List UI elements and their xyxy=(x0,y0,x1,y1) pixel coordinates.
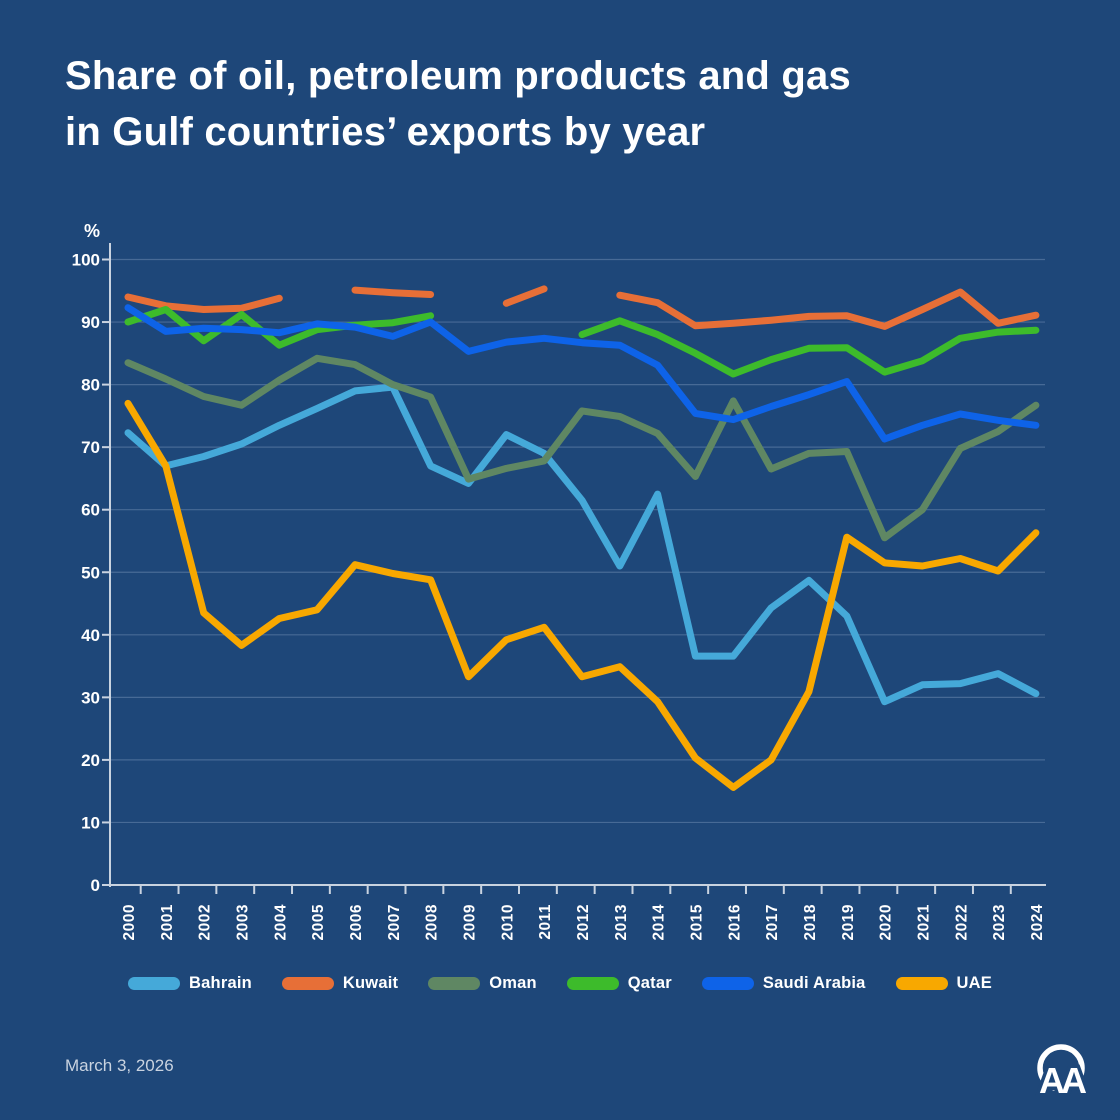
agency-logo: AA xyxy=(1036,1044,1093,1104)
x-axis-label: 2007 xyxy=(386,904,403,940)
legend-item-oman: Oman xyxy=(428,974,537,993)
x-axis-label: 2005 xyxy=(310,904,327,940)
axes xyxy=(102,243,1046,894)
legend-item-kuwait: Kuwait xyxy=(281,974,399,993)
x-axis-label: 2000 xyxy=(121,904,138,940)
legend-item-bahrain: Bahrain xyxy=(128,974,252,993)
x-axis-label: 2023 xyxy=(991,904,1008,940)
x-axis-label: 2008 xyxy=(424,904,441,940)
x-axis-label: 2019 xyxy=(840,904,857,940)
y-axis-labels: 0 10 20 30 40 50 60 70 80 90 100 xyxy=(72,251,100,896)
y-axis-label: 100 xyxy=(72,251,100,270)
legend-swatch xyxy=(281,977,334,990)
x-axis-label: 2003 xyxy=(234,904,251,940)
legend-swatch xyxy=(895,977,948,990)
legend-item-uae: UAE xyxy=(895,974,992,993)
y-axis-unit-label: % xyxy=(84,221,100,241)
x-axis-label: 2020 xyxy=(878,904,895,940)
y-axis-label: 30 xyxy=(81,688,100,707)
series-line-oman xyxy=(124,354,1040,542)
legend-label: Bahrain xyxy=(189,974,252,992)
legend-label: Qatar xyxy=(627,974,672,992)
series-line-qatar xyxy=(124,306,1040,378)
y-axis-label: 70 xyxy=(81,438,100,457)
x-axis-label: 2018 xyxy=(802,904,819,940)
y-axis-label: 80 xyxy=(81,376,100,395)
chart-title-line2: in Gulf countries’ exports by year xyxy=(65,110,706,154)
legend-swatch xyxy=(428,977,481,990)
y-axis-label: 90 xyxy=(81,313,100,332)
series-line-bahrain xyxy=(124,383,1040,706)
logo-ring xyxy=(1037,1044,1085,1092)
legend-swatch xyxy=(128,977,181,990)
chart-legend: Bahrain Kuwait Oman Qatar Saudi Arabia UAE xyxy=(0,974,1120,993)
chart-title: Share of oil, petroleum products and gas… xyxy=(65,48,851,160)
x-axis-label: 2017 xyxy=(764,904,781,940)
x-axis-label: 2024 xyxy=(1029,904,1046,940)
y-axis-label: 20 xyxy=(81,751,100,770)
legend-label: Saudi Arabia xyxy=(762,974,866,992)
legend-item-saudi-arabia: Saudi Arabia xyxy=(701,974,866,993)
x-axis-label: 2001 xyxy=(159,904,176,940)
y-axis-label: 40 xyxy=(81,626,100,645)
x-axis-label: 2021 xyxy=(915,904,932,940)
x-axis-label: 2016 xyxy=(726,904,743,940)
chart-title-line1: Share of oil, petroleum products and gas xyxy=(65,54,851,98)
x-axis-label: 2011 xyxy=(537,904,554,940)
x-axis-label: 2009 xyxy=(461,904,478,940)
x-axis-label: 2013 xyxy=(613,904,630,940)
date-label: March 3, 2026 xyxy=(65,1056,174,1075)
legend-swatch xyxy=(701,977,754,990)
series-line-saudi-arabia xyxy=(124,304,1040,443)
y-axis-label: 0 xyxy=(91,876,100,895)
x-axis-label: 2015 xyxy=(688,904,705,940)
x-axis-label: 2002 xyxy=(197,904,214,940)
x-axis-label: 2022 xyxy=(953,904,970,940)
legend-swatch xyxy=(566,977,619,990)
legend-label: Oman xyxy=(489,974,537,992)
series-line-uae xyxy=(124,399,1040,791)
series-lines xyxy=(124,285,1040,791)
x-axis-labels: 2000 2001 2002 2003 2004 2005 2006 2007 2008 2009… xyxy=(121,904,1046,940)
y-axis-label: 10 xyxy=(81,813,100,832)
y-axis-label: 50 xyxy=(81,563,100,582)
x-axis-label: 2012 xyxy=(575,904,592,940)
gridlines xyxy=(110,258,1045,824)
legend-item-qatar: Qatar xyxy=(566,974,672,993)
x-axis-label: 2014 xyxy=(651,904,668,940)
logo-letters: AA xyxy=(1039,1060,1087,1101)
y-axis-label: 60 xyxy=(81,501,100,520)
x-axis-label: 2010 xyxy=(499,904,516,940)
x-axis-label: 2004 xyxy=(272,904,289,940)
legend-label: Kuwait xyxy=(342,974,399,992)
legend-label: UAE xyxy=(956,974,992,992)
series-line-kuwait xyxy=(124,285,1040,330)
x-axis-label: 2006 xyxy=(348,904,365,940)
